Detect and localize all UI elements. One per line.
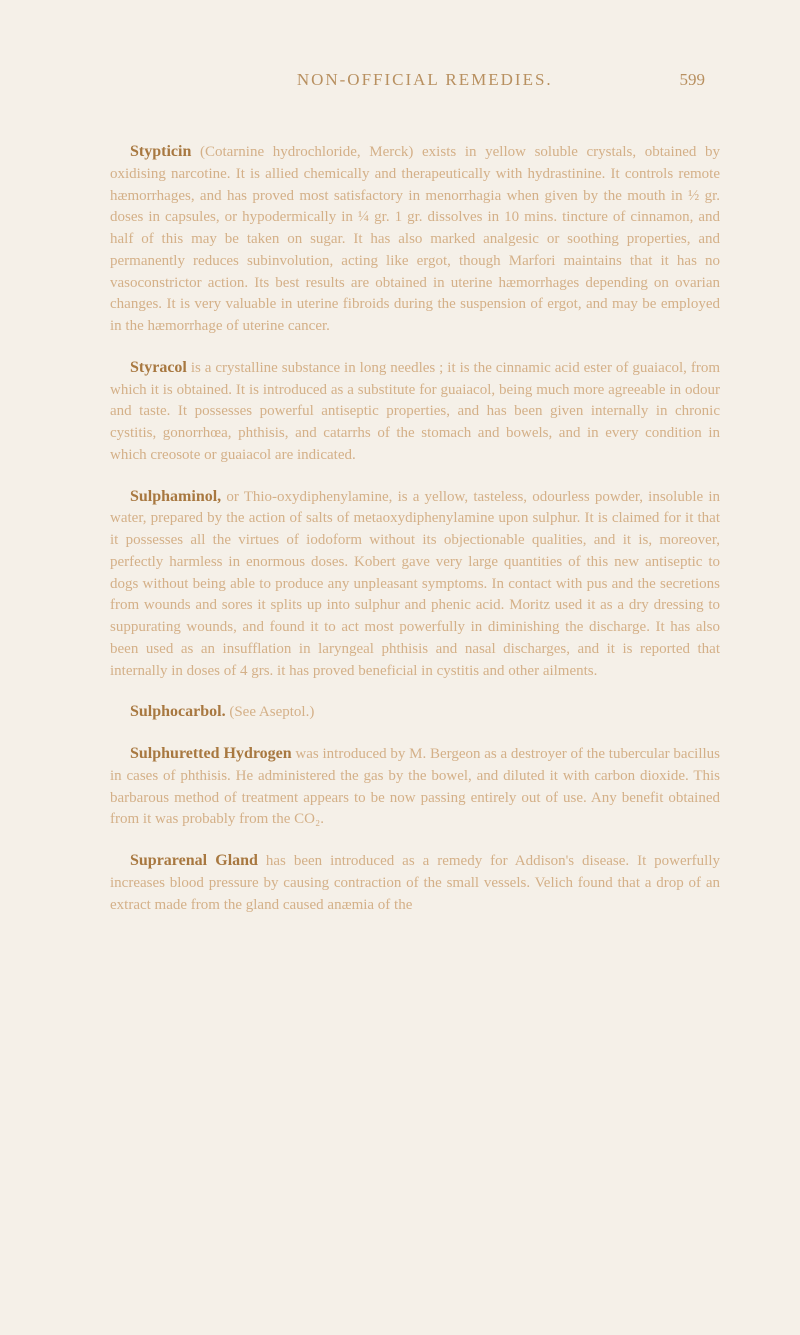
entry-body: is a crystalline substance in long needl… [110, 360, 720, 463]
page-number: 599 [680, 70, 706, 90]
entry-suprarenal-gland: Suprarenal Gland has been introduced as … [110, 849, 720, 916]
header-title: NON-OFFICIAL REMEDIES. [110, 70, 680, 90]
entry-stypticin: Stypticin (Cotarnine hydrochloride, Merc… [110, 140, 720, 338]
page-header: NON-OFFICIAL REMEDIES. 599 [110, 70, 720, 90]
entry-sulphocarbol: Sulphocarbol. (See Aseptol.) [110, 700, 720, 724]
entry-title: Stypticin [130, 143, 191, 160]
entry-body: (See Aseptol.) [226, 704, 315, 720]
entry-body: or Thio-oxydiphenylamine, is a yellow, t… [110, 489, 720, 679]
entry-sulphaminol: Sulphaminol, or Thio-oxydiphenylamine, i… [110, 485, 720, 683]
entry-title: Suprarenal Gland [130, 852, 258, 869]
entry-title: Sulphuretted Hydrogen [130, 745, 292, 762]
entry-body: (Cotarnine hydrochloride, Merck) exists … [110, 144, 720, 334]
document-page: NON-OFFICIAL REMEDIES. 599 Stypticin (Co… [0, 0, 800, 984]
entry-styracol: Styracol is a crystalline substance in l… [110, 356, 720, 467]
entry-title: Styracol [130, 359, 187, 376]
entry-title: Sulphocarbol. [130, 703, 226, 720]
entry-sulphuretted-hydrogen: Sulphuretted Hydrogen was introduced by … [110, 742, 720, 831]
entry-title: Sulphaminol, [130, 488, 221, 505]
